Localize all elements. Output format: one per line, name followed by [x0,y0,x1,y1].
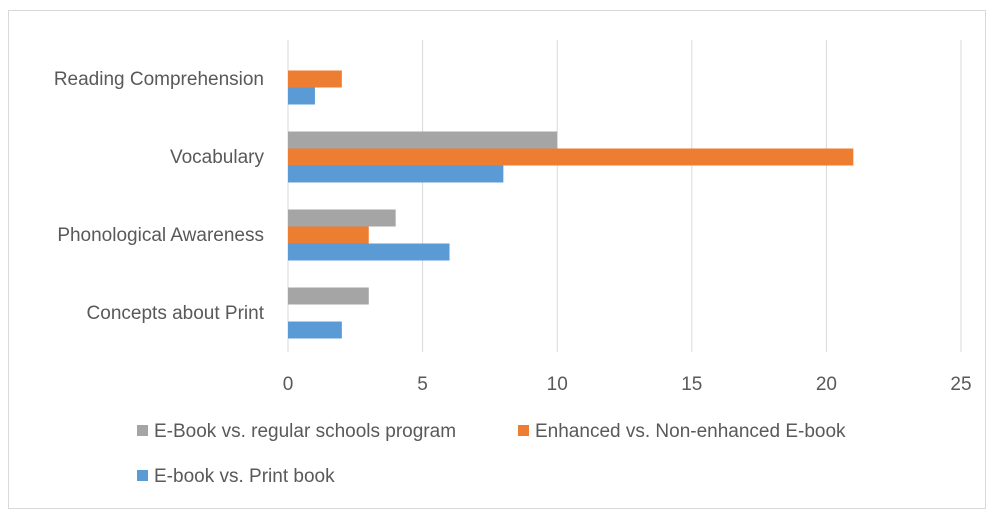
category-label: Concepts about Print [87,303,265,324]
category-label: Vocabulary [170,147,265,168]
legend-label: E-Book vs. regular schools program [154,421,456,442]
chart-frame [8,10,986,509]
x-tick-label: 0 [283,374,294,395]
bars [288,70,854,339]
x-tick-label: 20 [816,374,837,395]
legend-swatch [137,470,148,481]
bar-blue-1 [288,165,504,183]
bar-gray-3 [288,287,369,305]
bar-orange-1 [288,148,854,166]
x-axis-tick-labels: 0 5 10 15 20 25 [283,374,972,395]
bar-gray-1 [288,131,558,149]
bar-orange-2 [288,226,369,244]
legend-swatch [137,425,148,436]
category-labels: Reading Comprehension Vocabulary Phonologi… [54,69,265,324]
legend-label: Enhanced vs. Non-enhanced E-book [535,421,846,442]
bar-gray-2 [288,209,396,227]
bar-blue-0 [288,87,315,105]
x-tick-label: 15 [681,374,702,395]
legend: E-Book vs. regular schools program Enhanc… [137,421,846,487]
x-tick-label: 10 [547,374,568,395]
bar-blue-2 [288,243,450,261]
legend-label: E-book vs. Print book [154,466,335,487]
category-label: Reading Comprehension [54,69,264,90]
legend-swatch [518,425,529,436]
bar-orange-0 [288,70,342,88]
category-label: Phonological Awareness [57,225,264,246]
x-tick-label: 25 [950,374,971,395]
bar-blue-3 [288,321,342,339]
x-tick-label: 5 [417,374,428,395]
gridlines [287,40,962,352]
